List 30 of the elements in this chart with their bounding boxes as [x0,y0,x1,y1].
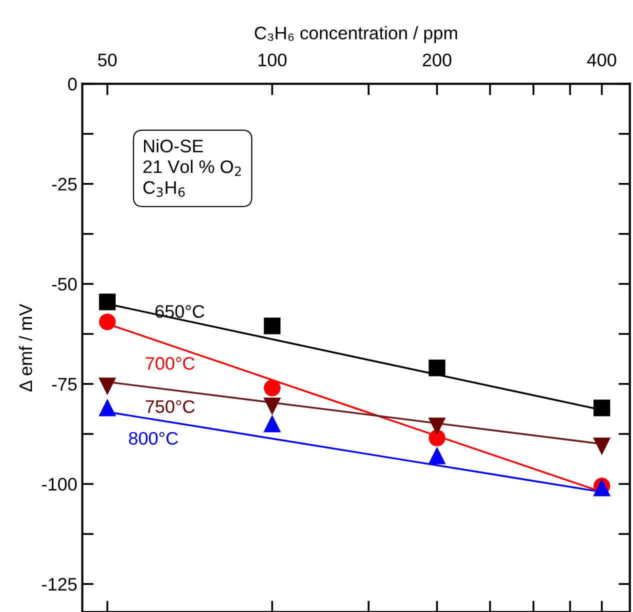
text: NiO-SE 21 Vol % O$_{2}$ C$_{3}$H$_{6}$ [143,139,241,197]
series-label: 800°C [128,432,178,445]
y-axis-title: Δ emf / mV [18,304,32,392]
text: 700°C [146,357,195,370]
point [99,314,116,330]
point [264,416,281,432]
x-tick-label: 400 [587,54,616,66]
y-tick-label: 0 [68,78,77,91]
point [99,378,116,394]
x-tick-label: 100 [258,54,287,66]
y-tick-label: -75 [52,378,77,391]
y-tick-label: -100 [42,478,77,491]
y-tick-label: -50 [52,278,77,291]
x-axis-title: C₃H₆ concentration / ppm [254,26,458,43]
point [99,294,116,310]
point [593,438,610,454]
point [264,318,281,334]
point [264,398,281,414]
y-tick-label: -25 [52,178,77,191]
x-tick-label: 200 [422,54,452,66]
point [428,418,446,434]
point [428,360,446,376]
x-tick-label: 50 [98,54,117,66]
point [428,430,446,446]
point [264,380,281,396]
point [428,448,446,464]
point [593,400,610,416]
y-tick-label: -125 [42,578,77,591]
text: 750°C [146,400,195,413]
point [99,400,116,416]
